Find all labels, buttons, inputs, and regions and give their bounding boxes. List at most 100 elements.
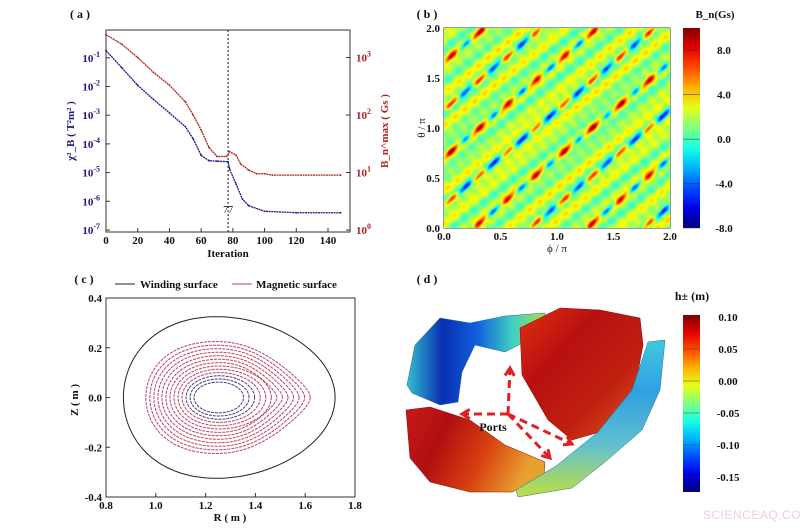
magnetic-surface <box>189 378 250 417</box>
panel-label-d: ( d ) <box>417 272 438 286</box>
data-point-a-left <box>216 160 218 163</box>
arrow-head-icon <box>540 448 553 461</box>
data-point-a-right <box>235 154 237 157</box>
magnetic-surface <box>145 340 311 455</box>
data-point-a-right <box>105 33 107 36</box>
y-left-tick-label-a: 10-3 <box>82 107 100 122</box>
y-right-tick-label-a: 101 <box>356 165 371 180</box>
y-left-tick-label-a: 10-5 <box>82 165 100 180</box>
data-point-a-right <box>228 150 231 153</box>
x-tick-label-a: 120 <box>288 235 305 247</box>
x-tick-label-c: 1.8 <box>348 500 362 512</box>
heatmap-b <box>444 28 670 228</box>
colorbar-label-b: B_n(Gs) <box>695 9 734 21</box>
y-tick-label-b: 1.0 <box>426 123 440 135</box>
colorbar-b <box>683 28 700 228</box>
ports-label: Ports <box>479 420 507 434</box>
data-point-a-left <box>184 125 187 128</box>
magnetic-surface <box>173 365 272 430</box>
data-point-a-left <box>235 183 237 185</box>
x-tick-label-b: 1.5 <box>607 231 621 243</box>
x-tick-label-a: 80 <box>227 235 239 247</box>
x-tick-label-c: 1.2 <box>199 500 213 512</box>
data-point-a-right <box>247 169 250 172</box>
data-point-a-right <box>263 172 266 175</box>
y-axis-label-b: θ / π <box>416 118 428 138</box>
colorbar-d <box>683 315 700 492</box>
colorbar-tick-label-b: -4.0 <box>715 179 733 191</box>
data-point-a-right <box>120 43 123 46</box>
magnetic-surface <box>193 381 244 414</box>
arrow-head-icon <box>503 365 516 377</box>
colorbar-tick-label-d: -0.10 <box>717 440 740 452</box>
y-right-tick-label-a: 102 <box>356 107 371 122</box>
y-left-tick-label-a: 10-4 <box>82 136 100 151</box>
data-point-a-left <box>136 84 139 87</box>
colorbar-tick-label-d: 0.05 <box>718 344 738 356</box>
data-point-a-left <box>295 211 298 214</box>
data-point-a-right <box>184 100 187 103</box>
data-point-a-right <box>168 84 171 87</box>
data-point-a-left <box>152 98 155 101</box>
magnetic-surface <box>165 358 283 437</box>
port-arrow <box>507 412 573 446</box>
colorbar-tick-label-d: -0.05 <box>717 408 740 420</box>
panel-label-b: ( b ) <box>417 7 438 21</box>
data-point-a-right <box>152 71 155 74</box>
magnetic-surface <box>185 375 256 420</box>
x-tick-label-c: 1.0 <box>149 500 163 512</box>
legend-label-magnetic: Magnetic surface <box>256 279 337 291</box>
data-point-a-left <box>168 112 171 114</box>
data-point-a-left <box>247 204 250 207</box>
data-point-a-right <box>208 146 210 149</box>
x-tick-label-b: 1.0 <box>550 231 564 243</box>
data-point-a-left <box>227 160 230 163</box>
port-arrow <box>506 412 552 460</box>
data-point-a-right <box>216 155 218 158</box>
x-axis-label-b: ϕ / π <box>547 243 567 255</box>
x-tick-label-a: 100 <box>256 235 273 247</box>
series-line-a-right <box>105 34 341 176</box>
y-left-axis-label-a: χ²_B ( T²m² ) <box>65 101 77 162</box>
magnetic-surface <box>181 372 261 423</box>
x-tick-label-b: 2.0 <box>663 231 677 243</box>
x-axis-label-a: Iteration <box>207 248 249 260</box>
data-point-a-left <box>228 168 231 171</box>
watermark: SCIENCEAQ.COM <box>703 508 800 522</box>
x-tick-label-b: 0.0 <box>437 231 451 243</box>
x-axis-label-c: R ( m ) <box>214 512 247 524</box>
colorbar-tick-label-b: 4.0 <box>717 90 731 102</box>
colorbar-tick-label-d: -0.15 <box>717 472 740 484</box>
plot-frame-c <box>105 297 356 498</box>
x-tick-label-a: 140 <box>320 235 337 247</box>
x-tick-label-a: 20 <box>132 235 144 247</box>
colorbar-tick-label-b: 0.0 <box>717 134 731 146</box>
x-tick-label-c: 0.8 <box>99 500 113 512</box>
data-point-a-right <box>136 56 139 59</box>
magnetic-surface <box>177 368 267 427</box>
y-tick-label-b: 1.5 <box>426 73 440 85</box>
annotation-label-a: 77 <box>223 205 233 216</box>
data-point-a-right <box>225 155 228 158</box>
x-tick-label-a: 40 <box>164 235 176 247</box>
legend-label-winding: Winding surface <box>140 279 218 291</box>
colorbar-tick-label-d: 0.00 <box>718 376 738 388</box>
data-point-a-right <box>255 172 258 175</box>
arrow-head-icon <box>459 408 471 420</box>
data-point-a-left <box>263 210 266 213</box>
panel-label-a: ( a ) <box>70 7 90 21</box>
y-tick-label-b: 2.0 <box>426 23 440 35</box>
x-tick-label-a: 60 <box>196 235 208 247</box>
magnetic-surface <box>169 362 278 433</box>
data-point-a-left <box>339 211 342 214</box>
y-tick-label-c: -0.2 <box>85 442 103 454</box>
x-tick-label-c: 1.4 <box>249 500 263 512</box>
colorbar-tick-label-b: -8.0 <box>715 223 733 235</box>
series-line-a-left <box>105 50 341 214</box>
magnetic-surface <box>149 344 306 451</box>
x-tick-label-b: 0.5 <box>494 231 508 243</box>
colorbar-label-d: h± (m) <box>675 289 709 303</box>
y-axis-label-c: Z ( m ) <box>69 384 81 416</box>
data-point-a-left <box>208 159 210 162</box>
